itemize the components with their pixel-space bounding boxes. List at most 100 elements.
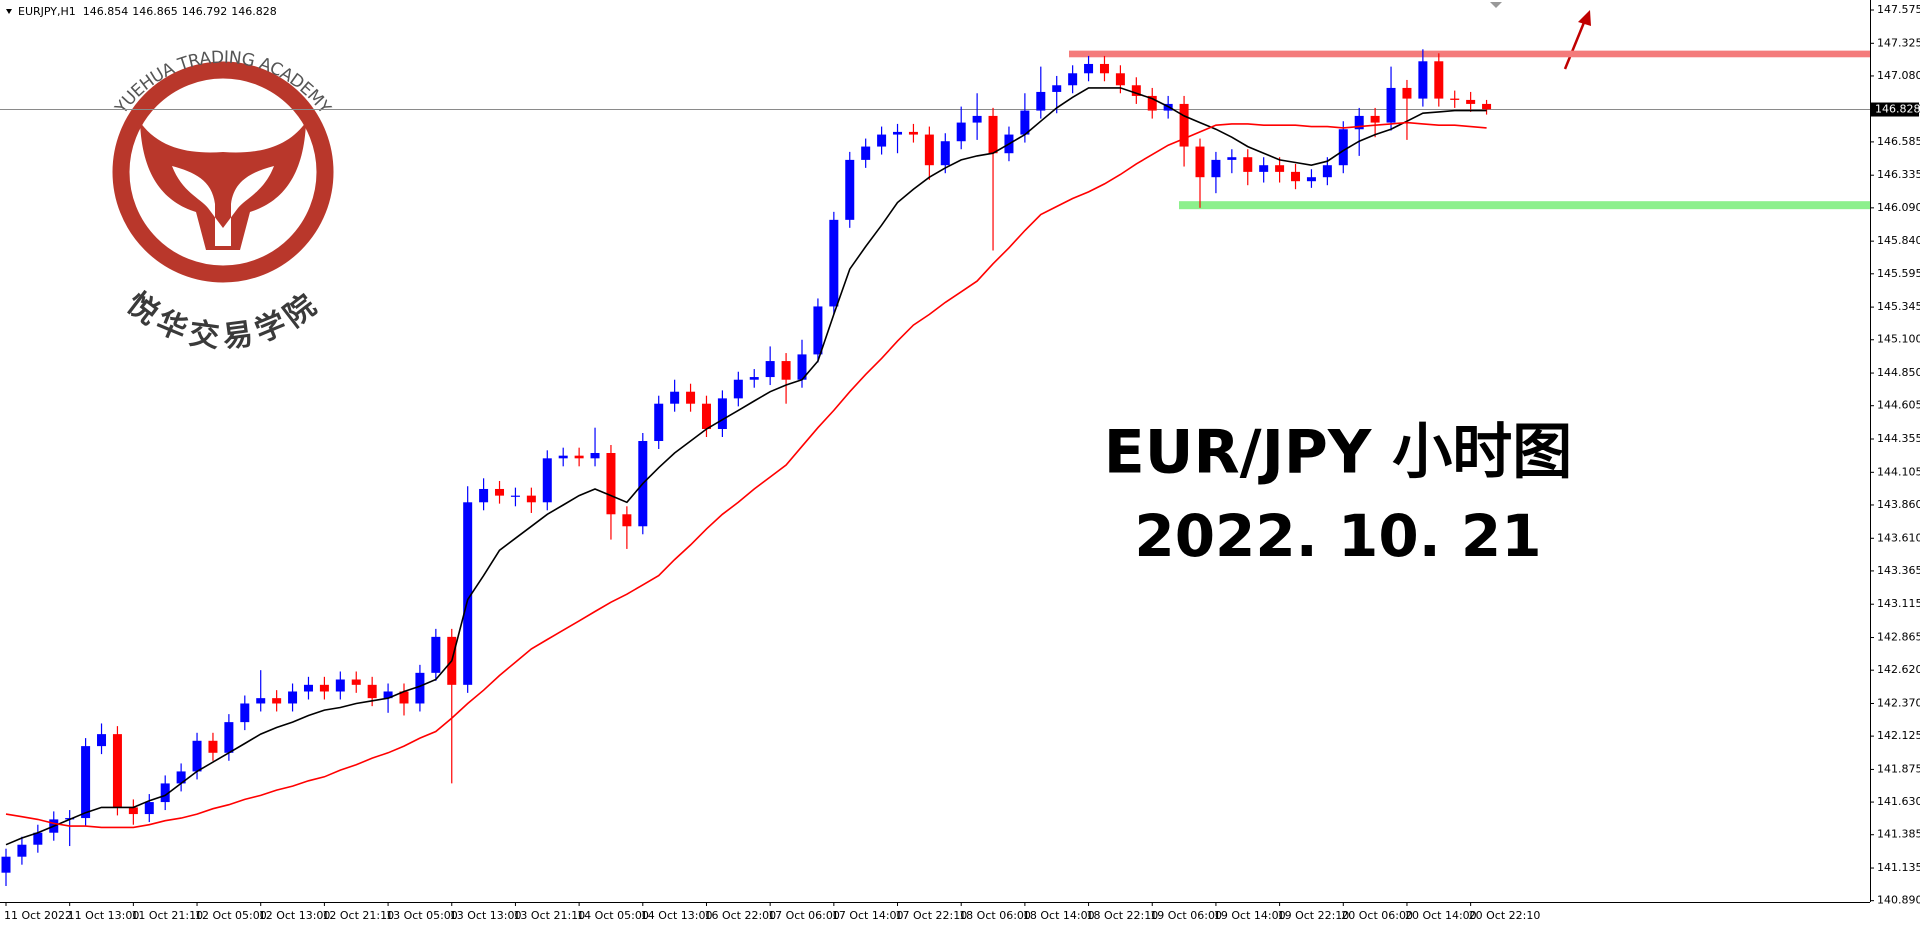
x-tick-label: 13 Oct 05:00 [386, 909, 458, 922]
x-tick-label: 12 Oct 13:00 [259, 909, 331, 922]
candle-body [749, 377, 759, 380]
candle-body [192, 740, 202, 772]
candle-body [622, 514, 632, 527]
candle-body [319, 684, 329, 692]
candle-body [17, 844, 27, 857]
y-tick-label: 141.385 [1877, 828, 1920, 841]
x-tick-label: 17 Oct 22:10 [896, 909, 968, 922]
candle-body [1179, 103, 1189, 147]
candle-body [574, 455, 584, 459]
ohlc-value: 146.792 [182, 5, 228, 18]
candle-body [1211, 159, 1221, 178]
y-tick-label: 142.125 [1877, 729, 1920, 742]
y-tick-label: 141.135 [1877, 861, 1920, 874]
candle-body [510, 495, 520, 497]
candle-body [1259, 165, 1269, 172]
candle-body [813, 306, 823, 355]
y-tick-label: 140.890 [1877, 894, 1920, 907]
candle-body [1434, 61, 1444, 99]
candle-body [670, 391, 680, 404]
candle-body [717, 398, 727, 430]
candle-body [33, 832, 43, 845]
y-tick-label: 146.335 [1877, 168, 1920, 181]
y-tick-label: 144.355 [1877, 432, 1920, 445]
x-tick-label: 20 Oct 14:00 [1405, 909, 1477, 922]
price-zone [1179, 201, 1870, 210]
candle-body [654, 403, 664, 442]
candle-body [415, 672, 425, 704]
candle-body [1099, 63, 1109, 74]
candle-body [479, 488, 489, 503]
y-tick-label: 142.620 [1877, 663, 1920, 676]
y-tick-label: 141.630 [1877, 795, 1920, 808]
logo-emblem [140, 122, 306, 250]
candle-body [940, 141, 950, 166]
candle-body [97, 734, 107, 747]
candle-body [176, 771, 186, 784]
ohlc-value: 146.865 [132, 5, 178, 18]
candle-body [367, 684, 377, 699]
x-tick-label: 17 Oct 06:00 [768, 909, 840, 922]
candle-body [1115, 73, 1125, 86]
y-tick-label: 144.605 [1877, 399, 1920, 412]
candle-body [781, 361, 791, 380]
chart-header: EURJPY,H1 146.854 146.865 146.792 146.828 [18, 5, 277, 18]
candle-body [1131, 85, 1141, 96]
candle-body [1354, 115, 1364, 130]
candle-body [351, 679, 361, 685]
y-tick-label: 144.850 [1877, 366, 1920, 379]
candle-body [924, 134, 934, 166]
last-price-label: 146.828 [1875, 103, 1920, 116]
candle-body [495, 488, 505, 496]
candle-body [1052, 85, 1062, 92]
candle-body [1275, 165, 1285, 172]
candle-body [988, 115, 998, 154]
candle-body [288, 691, 298, 704]
y-tick-label: 144.105 [1877, 465, 1920, 478]
candle-body [1068, 73, 1078, 86]
y-tick-label: 141.875 [1877, 762, 1920, 775]
x-tick-label: 13 Oct 21:10 [513, 909, 585, 922]
candle-body [144, 802, 154, 815]
x-tick-label: 18 Oct 14:00 [1023, 909, 1095, 922]
x-tick-label: 17 Oct 14:00 [832, 909, 904, 922]
y-tick-label: 142.865 [1877, 631, 1920, 644]
candle-body [431, 636, 441, 673]
candle-body [733, 379, 743, 399]
candle-body [861, 146, 871, 160]
candle-body [972, 115, 982, 123]
symbol: EURJPY,H1 [18, 5, 76, 18]
x-tick-label: 12 Oct 05:00 [195, 909, 267, 922]
x-tick-label: 20 Oct 06:00 [1341, 909, 1413, 922]
ohlc-value: 146.828 [231, 5, 277, 18]
x-tick-label: 18 Oct 06:00 [959, 909, 1031, 922]
x-tick-label: 19 Oct 14:00 [1214, 909, 1286, 922]
logo-emblem-cut [172, 166, 274, 246]
x-tick-label: 14 Oct 13:00 [641, 909, 713, 922]
candle-body [1450, 98, 1460, 100]
candle-body [272, 698, 282, 704]
candle-body [1291, 171, 1301, 182]
x-tick-label: 11 Oct 13:00 [68, 909, 140, 922]
candle-body [1084, 63, 1094, 74]
price-zone [1069, 50, 1870, 58]
y-tick-label: 145.345 [1877, 300, 1920, 313]
candle-body [1370, 115, 1380, 123]
x-tick-label: 13 Oct 13:00 [450, 909, 522, 922]
arrow-head [1578, 10, 1591, 26]
y-tick-label: 145.100 [1877, 333, 1920, 346]
candle-body [1386, 87, 1396, 123]
candle-body [208, 740, 218, 753]
last-price-box [1871, 102, 1919, 117]
menu-arrow [6, 9, 12, 14]
candle-body [1306, 177, 1316, 182]
moving-average [5, 121, 1487, 829]
candle-body [829, 219, 839, 307]
x-tick-label: 12 Oct 21:10 [322, 909, 394, 922]
candle-body [765, 361, 775, 378]
candle-body [224, 722, 234, 753]
candle-body [797, 354, 807, 380]
candle-body [303, 684, 313, 692]
annotation: 2022. 10. 21 [1134, 502, 1541, 570]
